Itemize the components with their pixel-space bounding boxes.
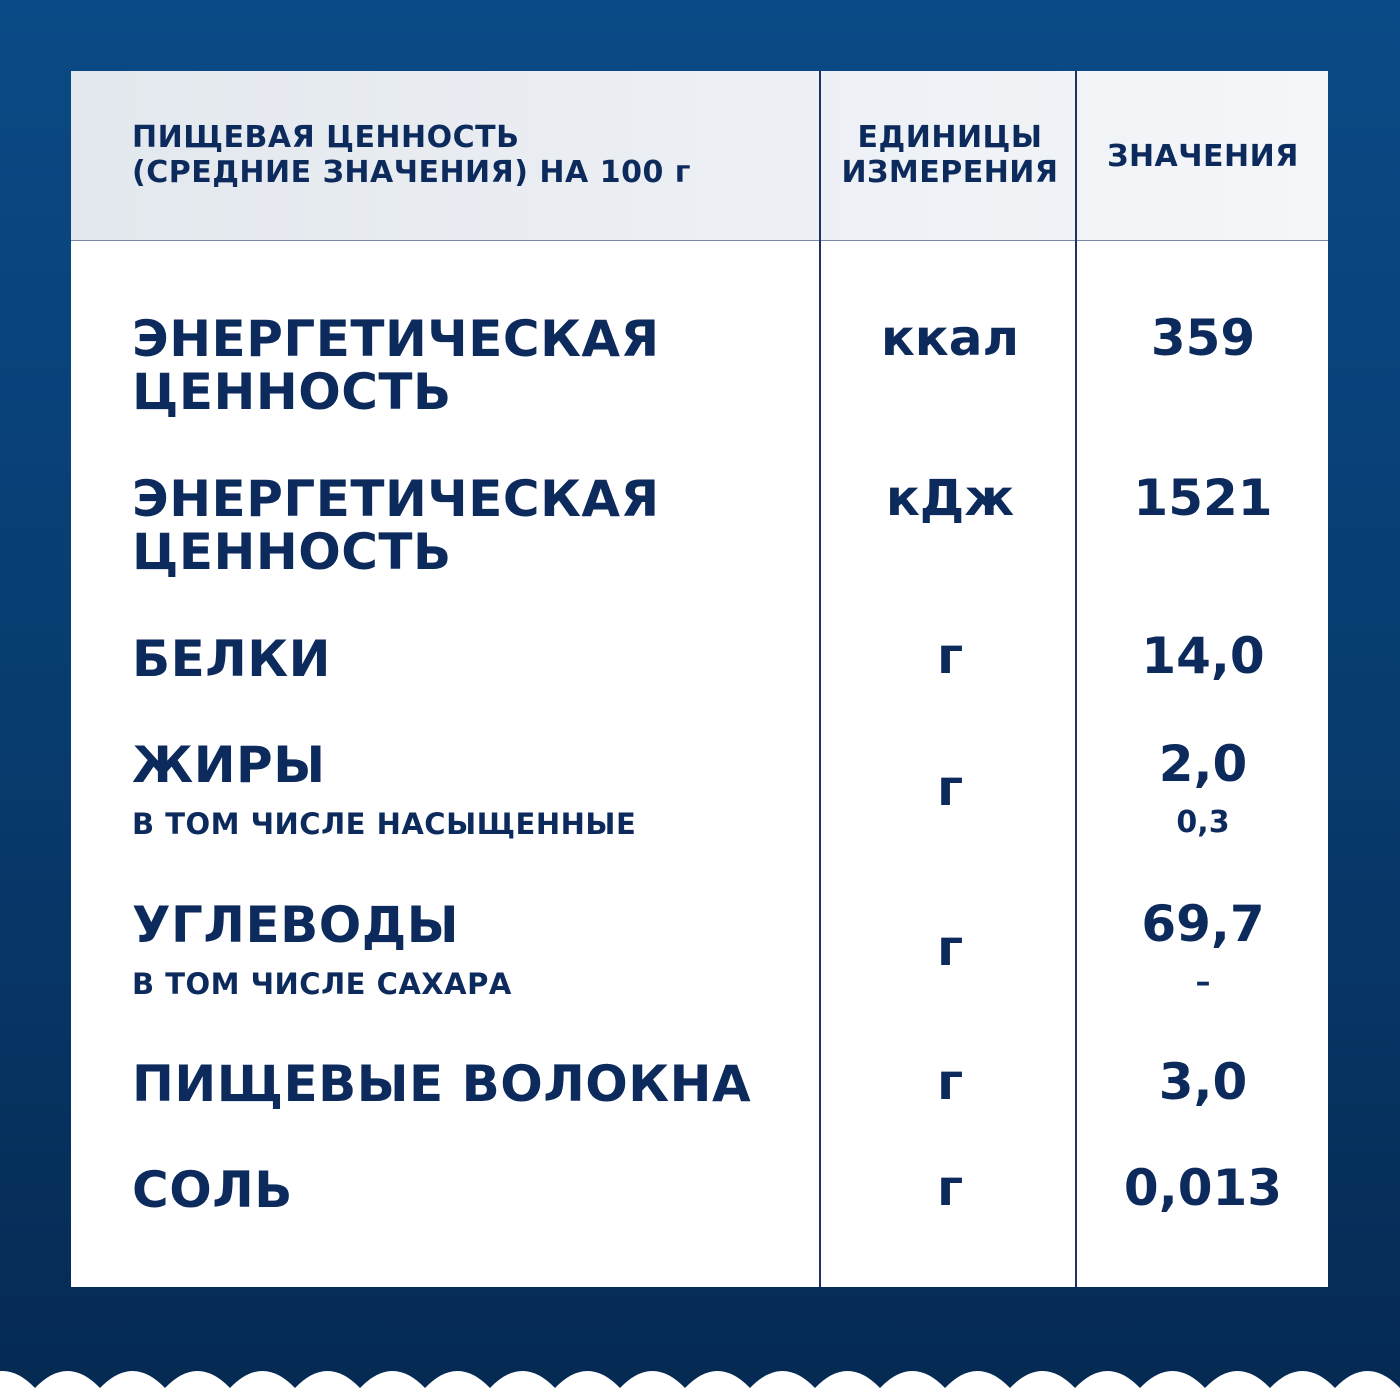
row-unit: г bbox=[936, 627, 964, 685]
column-divider bbox=[819, 71, 821, 1287]
row-value: 1521 bbox=[1133, 469, 1273, 527]
row-label: СОЛЬ bbox=[132, 1161, 293, 1219]
row-unit: кДж bbox=[885, 469, 1015, 527]
row-unit: г bbox=[936, 759, 964, 817]
row-value: 359 bbox=[1150, 309, 1256, 367]
row-value: 2,0 bbox=[1158, 735, 1248, 793]
header-values: ЗНАЧЕНИЯ bbox=[1107, 139, 1299, 174]
header-line: ПИЩЕВАЯ ЦЕННОСТЬ bbox=[132, 120, 520, 155]
table-header: ПИЩЕВАЯ ЦЕННОСТЬ (СРЕДНИЕ ЗНАЧЕНИЯ) НА 1… bbox=[71, 71, 1328, 241]
row-label: ПИЩЕВЫЕ ВОЛОКНА bbox=[132, 1055, 752, 1113]
row-label: УГЛЕВОДЫ bbox=[132, 896, 460, 954]
row-label: ЖИРЫ bbox=[132, 736, 326, 794]
row-unit: г bbox=[936, 919, 964, 977]
column-divider bbox=[1075, 71, 1077, 1287]
row-sublabel: В ТОМ ЧИСЛЕ НАСЫЩЕННЫЕ bbox=[132, 807, 637, 841]
row-value: 0,013 bbox=[1123, 1159, 1283, 1217]
row-label: ЭНЕРГЕТИЧЕСКАЯ ЦЕННОСТЬ bbox=[132, 310, 660, 421]
header-nutrition: ПИЩЕВАЯ ЦЕННОСТЬ (СРЕДНИЕ ЗНАЧЕНИЯ) НА 1… bbox=[132, 120, 691, 190]
header-line: ИЗМЕРЕНИЯ bbox=[841, 155, 1059, 190]
header-line: ЕДИНИЦЫ bbox=[857, 120, 1043, 155]
scalloped-edge bbox=[0, 1371, 1400, 1400]
row-label: БЕЛКИ bbox=[132, 630, 332, 688]
row-subvalue: – bbox=[1195, 965, 1211, 1000]
nutrition-table: ПИЩЕВАЯ ЦЕННОСТЬ (СРЕДНИЕ ЗНАЧЕНИЯ) НА 1… bbox=[71, 71, 1328, 1287]
row-sublabel: В ТОМ ЧИСЛЕ САХАРА bbox=[132, 967, 512, 1001]
row-value: 69,7 bbox=[1141, 895, 1265, 953]
row-label: ЭНЕРГЕТИЧЕСКАЯ ЦЕННОСТЬ bbox=[132, 470, 660, 581]
row-value: 14,0 bbox=[1141, 627, 1265, 685]
row-unit: г bbox=[936, 1053, 964, 1111]
row-value: 3,0 bbox=[1158, 1053, 1248, 1111]
row-unit: г bbox=[936, 1159, 964, 1217]
row-subvalue: 0,3 bbox=[1176, 805, 1230, 840]
header-units: ЕДИНИЦЫ ИЗМЕРЕНИЯ bbox=[822, 120, 1078, 190]
header-line: (СРЕДНИЕ ЗНАЧЕНИЯ) НА 100 г bbox=[132, 155, 691, 190]
row-unit: ккал bbox=[880, 309, 1020, 367]
